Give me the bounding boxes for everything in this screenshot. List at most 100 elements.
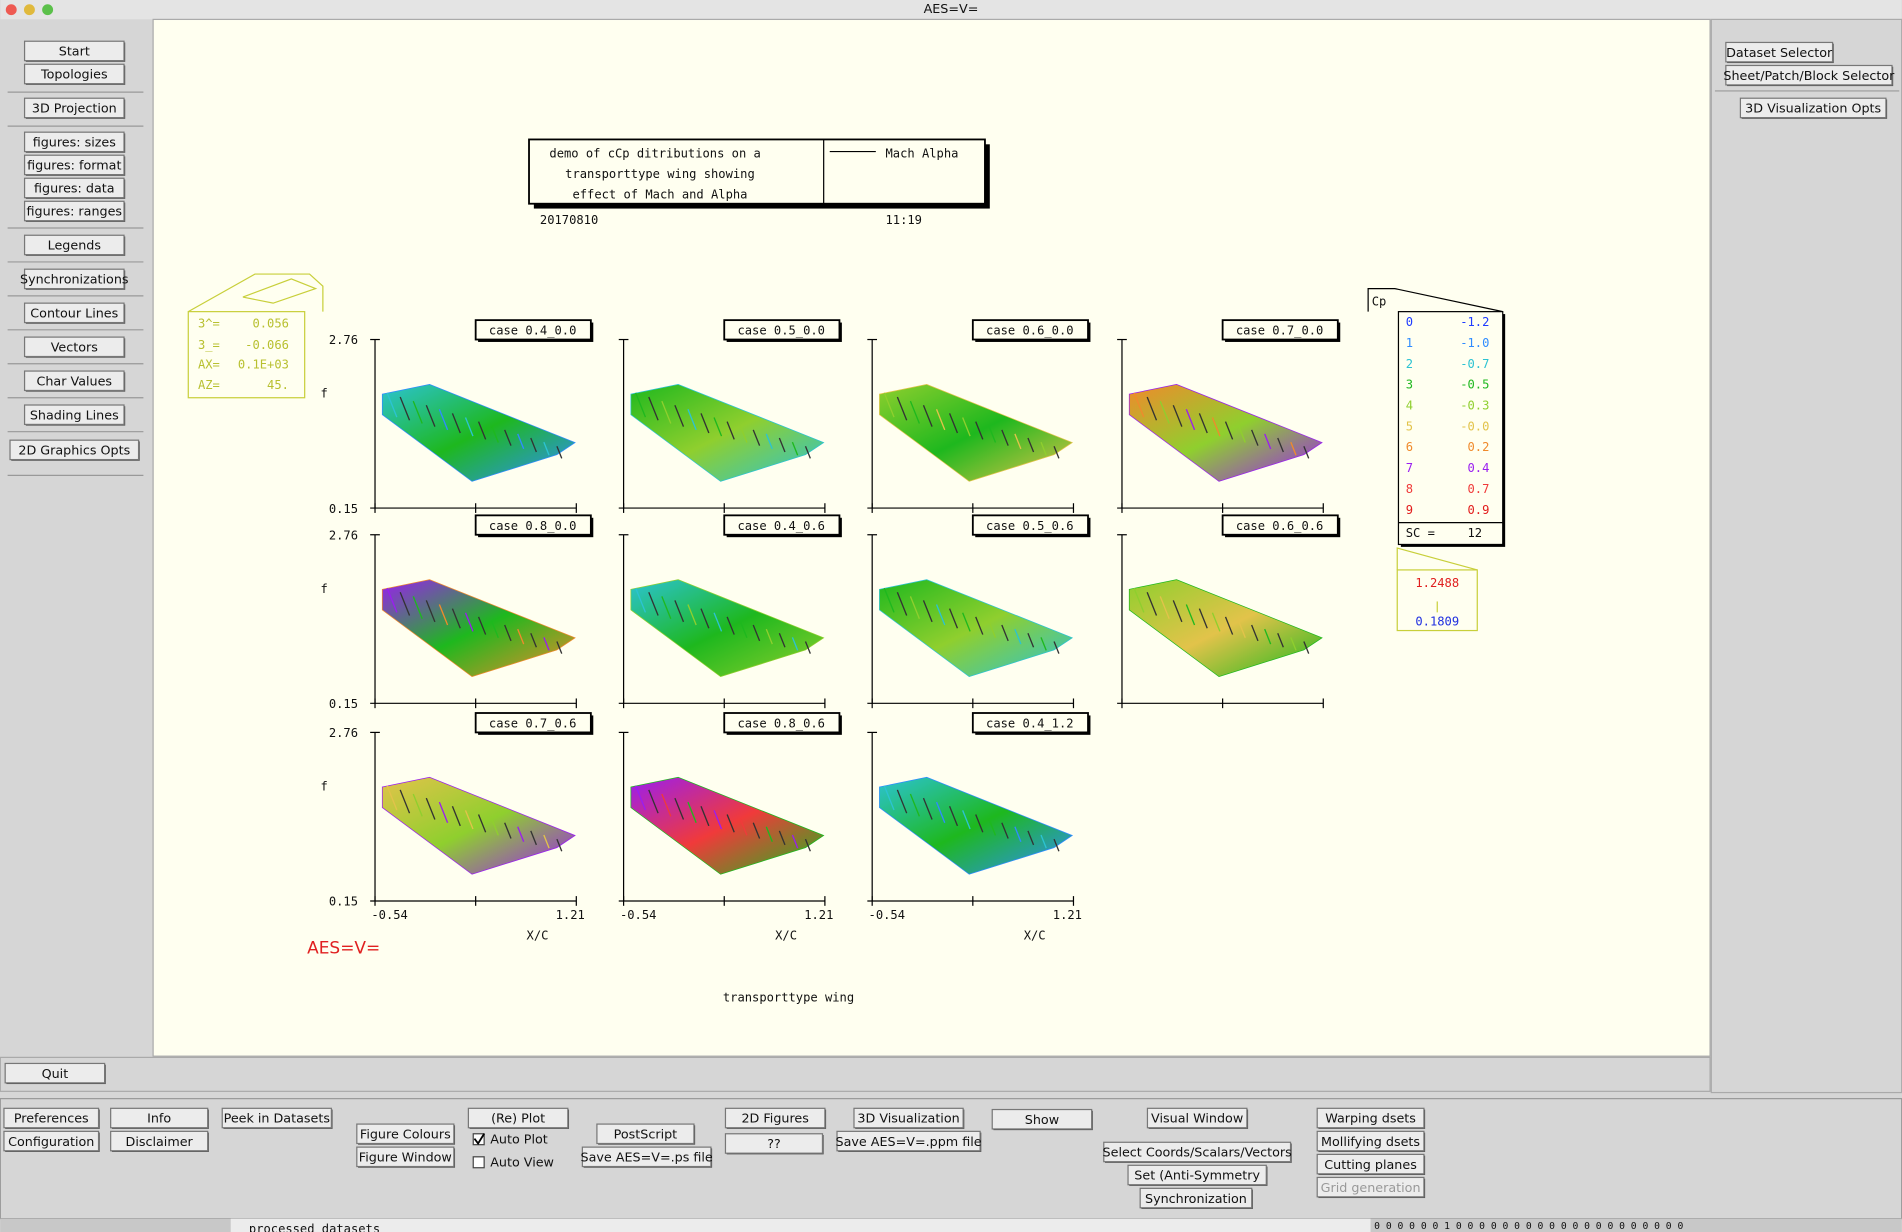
button[interactable] (1725, 41, 1834, 63)
close-button[interactable] (5, 4, 17, 16)
y-max-label: 2.76 (329, 333, 358, 347)
wing-rib (1251, 429, 1259, 446)
wing-rib (1146, 396, 1158, 421)
x-min-label: -0.54 (620, 908, 656, 922)
button[interactable] (1139, 1187, 1253, 1209)
wing-rib (1237, 620, 1246, 638)
wing-rib (1251, 624, 1259, 642)
wing-rib (804, 838, 811, 852)
button[interactable] (23, 40, 125, 62)
button[interactable] (23, 200, 125, 222)
button[interactable] (110, 1130, 209, 1152)
wing-rib (530, 437, 538, 453)
y-max-label: 2.76 (329, 528, 358, 542)
minimize-button[interactable] (23, 4, 35, 16)
button[interactable] (23, 404, 125, 426)
wing-rib (752, 624, 761, 642)
x-max-label: 1.21 (1053, 908, 1082, 922)
x-axis-label: X/C (775, 929, 797, 943)
case-box (1221, 319, 1339, 341)
button[interactable] (356, 1123, 455, 1145)
button[interactable] (23, 336, 125, 358)
wing-rib (739, 818, 748, 836)
button[interactable] (724, 1107, 826, 1129)
button[interactable] (23, 268, 125, 290)
cp-tab (1367, 287, 1503, 313)
wing-rib (530, 830, 538, 846)
checkbox[interactable] (472, 1133, 485, 1146)
wing-rib (922, 600, 933, 623)
button[interactable] (110, 1107, 209, 1129)
wing-rib (1001, 822, 1009, 839)
button[interactable] (356, 1146, 455, 1168)
button[interactable] (724, 1133, 824, 1154)
zoom-button[interactable] (42, 4, 54, 16)
wing-rib (674, 797, 685, 820)
wing-rib (726, 814, 735, 833)
button[interactable] (221, 1107, 332, 1129)
button[interactable] (1316, 1107, 1425, 1129)
wing-rib (648, 789, 659, 814)
button[interactable] (1316, 1130, 1425, 1152)
caption: transporttype wing (723, 990, 854, 1004)
wing-rib (648, 396, 659, 421)
wing-rib (1211, 612, 1221, 632)
checkbox[interactable] (472, 1156, 485, 1169)
wing-rib (765, 628, 773, 645)
wing-rib (713, 417, 723, 437)
y-min-label: 0.15 (329, 502, 358, 516)
cp-title: Cp (1372, 294, 1387, 308)
button[interactable] (836, 1130, 981, 1152)
button[interactable] (23, 63, 125, 85)
wing-rib (1027, 437, 1035, 453)
button[interactable] (9, 439, 140, 461)
button[interactable] (991, 1108, 1093, 1130)
wing-rib (504, 429, 512, 446)
range-max: 1.2488 (1415, 576, 1459, 590)
button[interactable] (1739, 97, 1887, 119)
header-text: demo of cCp ditributions on a (549, 147, 760, 161)
button[interactable] (23, 370, 125, 392)
button[interactable] (596, 1123, 695, 1145)
button-label: Synchronization (1145, 1192, 1247, 1207)
status-strip: 0 0 0 0 0 0 1 0 0 0 0 0 0 0 0 0 0 0 0 0 … (1374, 1221, 1683, 1232)
button[interactable] (1103, 1141, 1292, 1163)
button[interactable] (1316, 1153, 1425, 1175)
button[interactable] (1127, 1164, 1267, 1186)
button[interactable] (467, 1107, 569, 1129)
right-panel (1710, 18, 1902, 1094)
button[interactable] (3, 1107, 100, 1129)
button[interactable] (4, 1062, 106, 1084)
button[interactable] (23, 177, 125, 199)
button-label: PostScript (614, 1127, 678, 1142)
button[interactable] (1725, 64, 1893, 86)
wing-rib (399, 591, 411, 616)
wing-rib (687, 801, 697, 823)
button[interactable] (23, 154, 125, 176)
wing (381, 384, 576, 482)
button[interactable] (1316, 1176, 1425, 1198)
button[interactable] (3, 1130, 100, 1152)
wing-rib (739, 620, 748, 638)
button[interactable] (23, 131, 125, 153)
wing-rib (1053, 641, 1060, 654)
button[interactable] (1146, 1107, 1248, 1129)
cp-index: 0 (1406, 315, 1413, 329)
x-min-label: -0.54 (869, 908, 905, 922)
view-value: 45. (267, 378, 289, 392)
wing-rib (464, 612, 474, 632)
wing-rib (948, 806, 959, 827)
cp-value: -0.5 (1460, 378, 1489, 392)
wing-rib (490, 620, 499, 638)
wing-rib (700, 806, 710, 827)
button[interactable] (581, 1146, 712, 1168)
view-label: 3_= (198, 338, 220, 352)
button[interactable] (23, 97, 125, 119)
wing-rib (556, 838, 563, 852)
button[interactable] (23, 302, 125, 324)
button[interactable] (23, 234, 125, 256)
cp-index: 5 (1406, 419, 1413, 433)
cp-value: 0.4 (1468, 461, 1490, 475)
button[interactable] (853, 1107, 964, 1129)
